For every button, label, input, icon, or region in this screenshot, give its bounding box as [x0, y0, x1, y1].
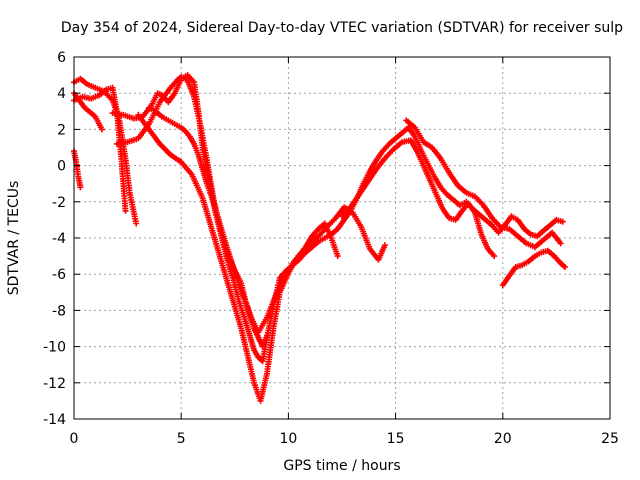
- x-tick-label: 0: [70, 431, 79, 447]
- series-arc-8: [146, 104, 388, 336]
- axis-ticks: [73, 56, 611, 420]
- series-arc-7: [135, 111, 341, 404]
- series-line: [148, 106, 386, 333]
- x-tick-label: 5: [177, 431, 186, 447]
- y-tick-label: -8: [52, 303, 66, 319]
- y-tick-label: -10: [43, 340, 66, 356]
- series-arc-10: [403, 117, 564, 251]
- x-tick-label: 20: [494, 431, 512, 447]
- y-tick-label: 6: [57, 50, 66, 66]
- series-arc-11: [499, 247, 568, 289]
- data-series-group: [71, 72, 568, 404]
- y-tick-label: 0: [57, 159, 66, 175]
- y-tick-label: -6: [52, 267, 66, 283]
- chart-title: Day 354 of 2024, Sidereal Day-to-day VTE…: [61, 20, 623, 36]
- series-line: [137, 114, 339, 402]
- x-tick-label: 10: [279, 431, 297, 447]
- y-tick-label: -14: [43, 412, 66, 428]
- series-arc-9: [339, 137, 498, 260]
- axis-tick-labels: 0 5 10 15 20 25 -14 -12 -10 -8 -6 -4 -2 0 2 4 6: [43, 50, 619, 447]
- series-point-markers: [339, 137, 498, 260]
- series-arc-1: [71, 148, 84, 191]
- y-tick-label: -2: [52, 195, 66, 211]
- series-point-markers: [113, 73, 566, 365]
- series-point-markers: [135, 111, 341, 404]
- series-point-markers: [403, 117, 564, 251]
- series-point-markers: [71, 148, 84, 191]
- y-tick-label: -12: [43, 376, 66, 392]
- x-axis-title: GPS time / hours: [283, 458, 400, 474]
- series-point-markers: [499, 247, 568, 289]
- series-point-markers: [146, 104, 388, 336]
- y-axis-title: SDTVAR / TECUs: [6, 181, 22, 296]
- y-tick-label: -4: [52, 231, 66, 247]
- series-arc-6: [113, 73, 566, 365]
- x-tick-label: 15: [387, 431, 405, 447]
- y-tick-label: 4: [57, 86, 66, 102]
- x-tick-label: 25: [601, 431, 619, 447]
- y-tick-label: 2: [57, 122, 66, 138]
